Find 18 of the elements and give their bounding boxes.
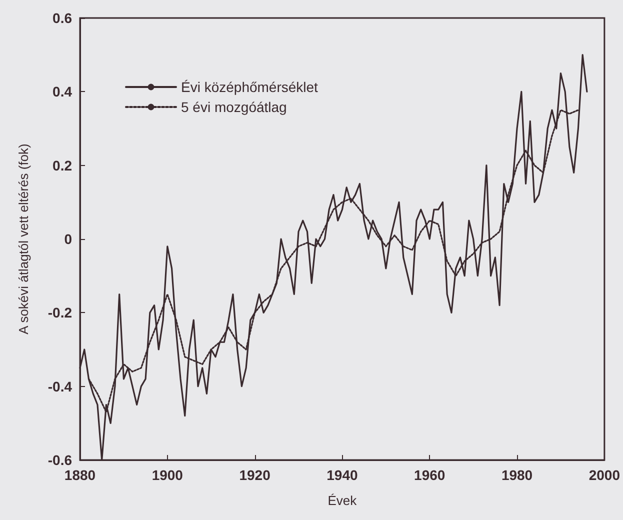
y-tick-label: -0.4 xyxy=(48,378,72,394)
y-tick-label: 0.2 xyxy=(52,157,72,174)
y-tick-label: -0.6 xyxy=(48,452,72,468)
y-tick-label: 0.6 xyxy=(52,10,72,26)
legend-label: 5 évi mozgóátlag xyxy=(181,99,287,115)
legend-label: Évi középhőmérséklet xyxy=(181,79,318,95)
x-tick-label: 1960 xyxy=(414,467,446,483)
y-tick-label: 0.4 xyxy=(52,84,72,100)
y-tick-label: 0 xyxy=(64,231,72,247)
x-tick-label: 1940 xyxy=(326,467,358,483)
x-tick-label: 1900 xyxy=(152,467,184,483)
x-tick-label: 1980 xyxy=(501,467,533,483)
y-axis-title: A sokévi átlagtól vett eltérés (fok) xyxy=(16,144,31,334)
x-tick-label: 2000 xyxy=(588,467,620,483)
x-tick-label: 1920 xyxy=(239,467,271,483)
x-tick-label: 1880 xyxy=(64,467,96,483)
y-tick-label: -0.2 xyxy=(48,304,72,321)
x-axis-title: Évek xyxy=(328,493,358,508)
